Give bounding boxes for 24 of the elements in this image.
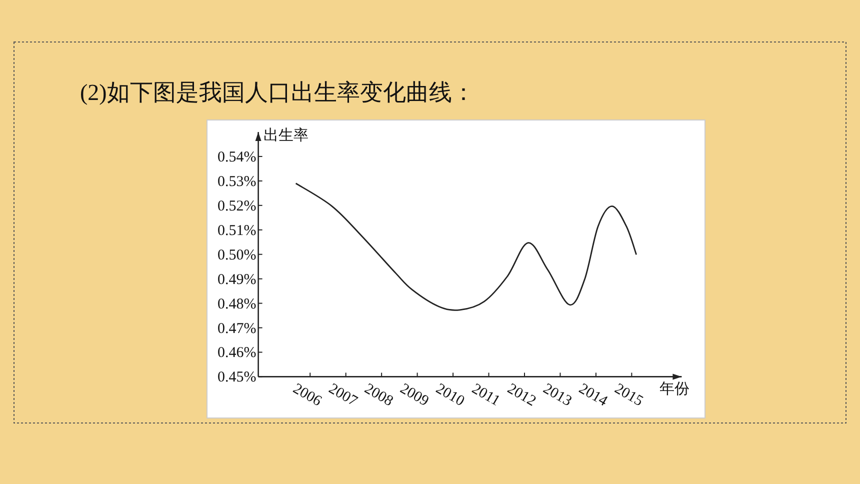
chart-title: (2)如下图是我国人口出生率变化曲线：	[80, 80, 475, 105]
line-series	[295, 182, 638, 311]
y-tick-label: 0.52%	[218, 198, 256, 214]
x-tick-label: 2009	[397, 380, 432, 410]
x-tick-label: 2011	[469, 380, 503, 410]
y-tick-label: 0.47%	[218, 320, 256, 337]
x-tick-label: 2008	[362, 380, 396, 410]
x-tick-label: 2010	[433, 380, 468, 410]
y-tick-label: 0.54%	[218, 149, 256, 166]
x-axis-title: 年份	[660, 380, 690, 398]
x-tick-label: 2007	[326, 380, 360, 410]
x-tick-label: 2014	[576, 380, 610, 410]
x-tick-label: 2013	[540, 380, 574, 410]
y-tick-label: 0.45%	[218, 370, 256, 386]
y-axis-title: 出生率	[263, 127, 308, 144]
x-tick-label: 2015	[612, 380, 646, 410]
y-tick-label: 0.53%	[218, 174, 256, 190]
x-tick-label: 2012	[504, 380, 538, 410]
y-tick-label: 0.49%	[218, 272, 256, 288]
x-tick-label: 2006	[290, 380, 325, 410]
y-tick-label: 0.50%	[218, 247, 256, 264]
y-tick-label: 0.51%	[218, 222, 256, 239]
y-tick-label: 0.46%	[218, 345, 256, 362]
y-tick-label: 0.48%	[218, 296, 256, 312]
